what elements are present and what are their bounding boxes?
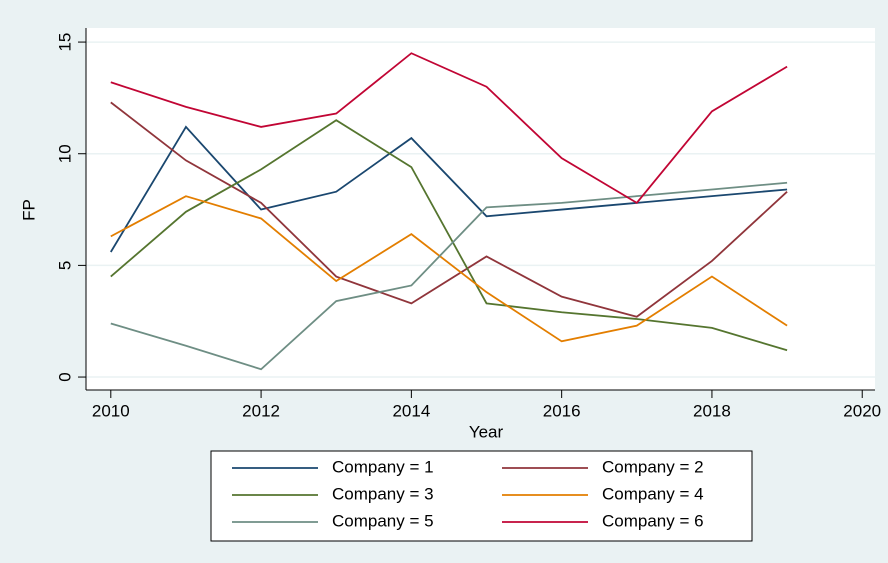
x-axis-label: Year — [469, 422, 504, 441]
y-tick-label: 0 — [55, 372, 74, 381]
series-line — [110, 101, 788, 318]
legend-label: Company = 3 — [332, 484, 434, 503]
legend-label: Company = 6 — [602, 511, 704, 530]
y-tick-label: 10 — [55, 144, 74, 163]
y-axis-label: FP — [19, 199, 38, 221]
legend-label: Company = 5 — [332, 511, 434, 530]
series-line — [110, 119, 788, 352]
y-tick-label: 15 — [55, 33, 74, 52]
x-tick-label: 2012 — [242, 401, 280, 420]
legend-label: Company = 1 — [332, 457, 434, 476]
x-tick-label: 2020 — [843, 401, 881, 420]
legend-label: Company = 2 — [602, 457, 704, 476]
x-tick-label: 2014 — [392, 401, 430, 420]
series-line — [110, 181, 788, 371]
series-line — [110, 195, 788, 343]
x-tick-label: 2018 — [693, 401, 731, 420]
series-line — [110, 52, 788, 205]
legend-label: Company = 4 — [602, 484, 704, 503]
y-tick-label: 5 — [55, 261, 74, 270]
legend — [210, 450, 753, 542]
x-tick-label: 2010 — [92, 401, 130, 420]
x-tick-label: 2016 — [543, 401, 581, 420]
series-line — [110, 125, 788, 253]
